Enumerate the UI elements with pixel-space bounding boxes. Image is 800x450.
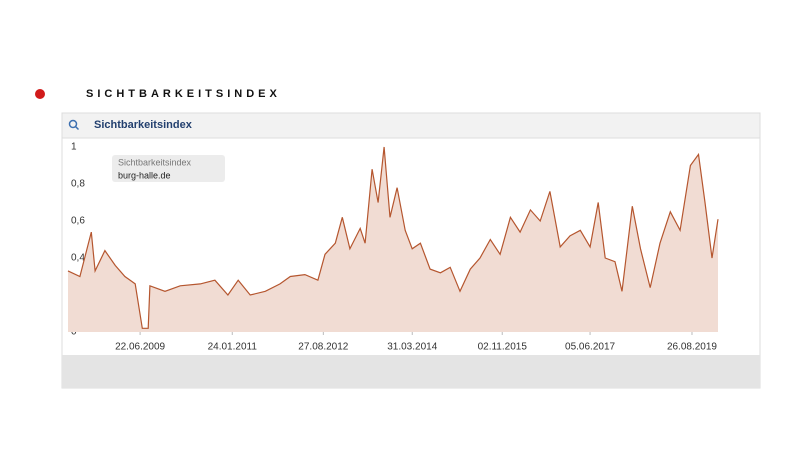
y-tick-label: 0,4 bbox=[71, 253, 85, 264]
heading: SICHTBARKEITSINDEX bbox=[86, 88, 281, 100]
panel-footer bbox=[62, 355, 760, 388]
y-tick-label: 0,8 bbox=[71, 179, 85, 190]
legend-title: Sichtbarkeitsindex bbox=[118, 157, 192, 167]
x-tick-label: 24.01.2011 bbox=[208, 342, 258, 353]
legend-box bbox=[112, 155, 225, 182]
x-tick-label: 31.03.2014 bbox=[387, 342, 437, 353]
panel-title: Sichtbarkeitsindex bbox=[94, 119, 193, 131]
x-tick-label: 05.06.2017 bbox=[565, 342, 615, 353]
line bbox=[67, 146, 719, 329]
x-tick-label: 27.08.2012 bbox=[298, 342, 348, 353]
panel-header bbox=[61, 112, 761, 139]
x-tick-label: 26.08.2019 bbox=[667, 342, 717, 353]
plot: 00,20,40,60,8122.06.200924.01.201127.08.… bbox=[67, 142, 719, 353]
bullet bbox=[35, 89, 45, 99]
x-tick-label: 22.06.2009 bbox=[115, 342, 165, 353]
legend-entry: burg-halle.de bbox=[118, 170, 171, 180]
search-icon[interactable] bbox=[68, 119, 80, 131]
y-tick-label: 1 bbox=[71, 142, 77, 153]
y-tick-label: 0 bbox=[71, 327, 77, 338]
x-tick-label: 02.11.2015 bbox=[478, 342, 528, 353]
y-tick-label: 0,6 bbox=[71, 216, 85, 227]
area bbox=[68, 147, 718, 332]
